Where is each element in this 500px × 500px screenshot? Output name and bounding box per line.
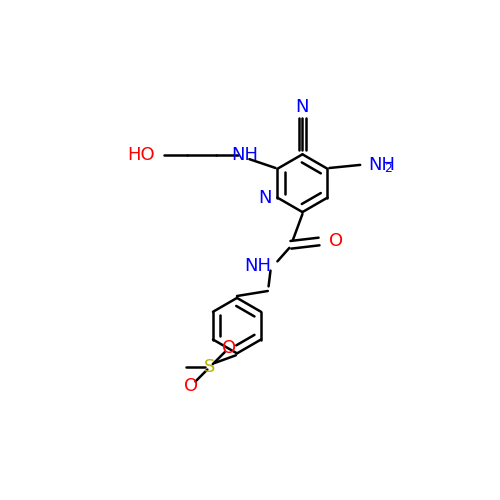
Text: O: O xyxy=(184,377,198,395)
Text: O: O xyxy=(330,232,344,250)
Text: NH: NH xyxy=(368,156,395,174)
Text: N: N xyxy=(296,98,309,116)
Text: HO: HO xyxy=(128,146,155,164)
Text: NH: NH xyxy=(244,257,272,275)
Text: 2: 2 xyxy=(384,162,392,175)
Text: S: S xyxy=(204,358,216,376)
Text: N: N xyxy=(258,188,272,206)
Text: NH: NH xyxy=(231,146,258,164)
Text: O: O xyxy=(222,338,236,356)
